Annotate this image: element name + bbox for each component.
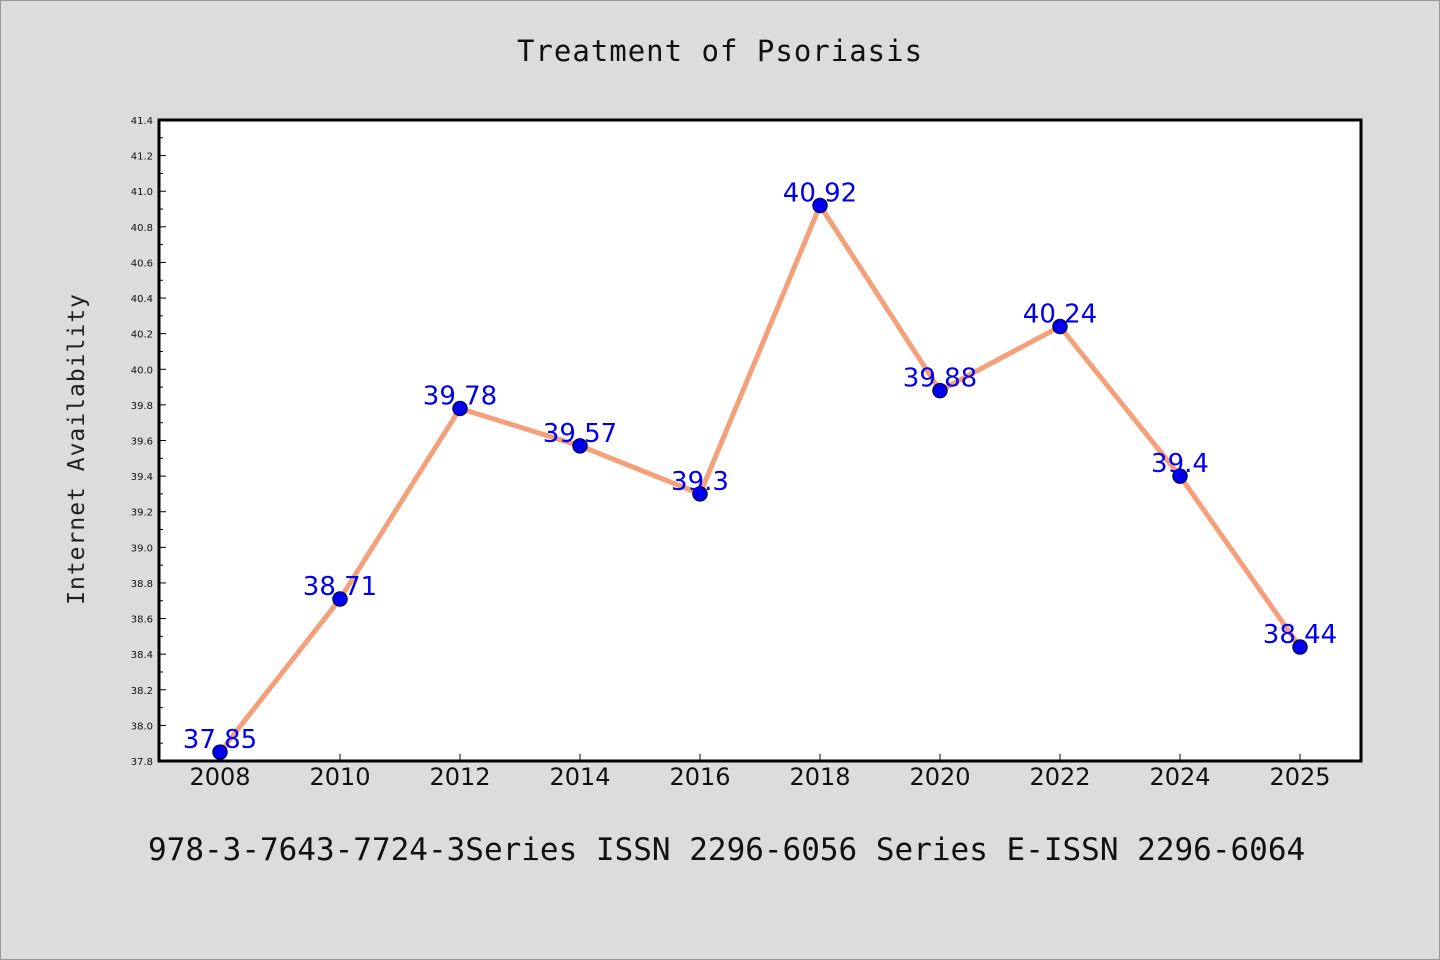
x-axis: 2008 2010 2012 2014 2016 2018 2020 2022 2024 2025 bbox=[189, 754, 1331, 791]
data-point bbox=[932, 382, 948, 399]
data-label: 39.57 bbox=[543, 419, 617, 449]
data-point bbox=[572, 438, 588, 454]
series-layer: 37.85 38.71 39.78 39.57 39.3 40.92 39.88 40.24 3… bbox=[183, 178, 1337, 760]
x-tick-label: 2014 bbox=[549, 763, 610, 791]
y-tick-label: 40.8 bbox=[131, 223, 153, 234]
data-label: 40.92 bbox=[783, 178, 857, 208]
y-tick-label: 37.8 bbox=[131, 757, 153, 768]
data-point bbox=[1292, 639, 1308, 655]
data-point bbox=[332, 591, 348, 607]
isbn-footer: 978-3-7643-7724-3Series ISSN 2296-6056 S… bbox=[148, 832, 1306, 868]
data-point bbox=[692, 486, 708, 502]
x-tick-label: 2012 bbox=[429, 763, 490, 791]
data-point bbox=[1172, 468, 1188, 484]
data-label: 39.3 bbox=[671, 467, 729, 497]
y-tick-label: 41.2 bbox=[131, 152, 153, 163]
data-label: 37.85 bbox=[183, 725, 257, 755]
x-tick-label: 2020 bbox=[909, 763, 970, 791]
x-tick-label: 2025 bbox=[1269, 763, 1330, 791]
data-point bbox=[212, 744, 228, 760]
y-tick-label: 38.0 bbox=[131, 721, 153, 732]
data-point bbox=[1052, 318, 1068, 335]
x-tick-label: 2024 bbox=[1149, 763, 1210, 791]
y-axis: 37.8 38.0 38.2 38.4 38.6 38.8 39.0 39.2 39.4 39.6… bbox=[131, 116, 166, 768]
y-axis-label: Internet Availability bbox=[64, 293, 90, 605]
y-tick-label: 39.0 bbox=[131, 543, 153, 554]
y-tick-label: 40.2 bbox=[131, 330, 153, 341]
data-label: 40.24 bbox=[1023, 300, 1097, 330]
data-point bbox=[812, 197, 828, 214]
x-tick-label: 2008 bbox=[189, 763, 250, 791]
y-tick-label: 39.2 bbox=[131, 508, 153, 519]
x-tick-label: 2022 bbox=[1029, 763, 1090, 791]
y-tick-label: 39.8 bbox=[131, 401, 153, 412]
data-label: 39.78 bbox=[423, 381, 497, 411]
y-tick-label: 40.4 bbox=[131, 294, 153, 305]
y-tick-label: 40.6 bbox=[131, 258, 153, 269]
x-tick-label: 2010 bbox=[309, 763, 370, 791]
data-label: 39.88 bbox=[903, 364, 977, 394]
data-label: 39.4 bbox=[1151, 449, 1209, 479]
y-tick-label: 38.6 bbox=[131, 615, 153, 626]
y-tick-label: 41.0 bbox=[131, 187, 153, 198]
y-tick-label: 38.2 bbox=[131, 686, 153, 697]
y-tick-label: 41.4 bbox=[131, 116, 153, 127]
y-tick-label: 39.4 bbox=[131, 472, 153, 483]
series-line bbox=[218, 202, 1303, 754]
y-tick-label: 39.6 bbox=[131, 437, 153, 448]
y-tick-label: 38.8 bbox=[131, 579, 153, 590]
plot-area bbox=[157, 118, 1363, 763]
y-tick-label: 38.4 bbox=[131, 650, 153, 661]
x-tick-label: 2018 bbox=[789, 763, 850, 791]
y-tick-label: 40.0 bbox=[131, 365, 153, 376]
data-point bbox=[452, 400, 468, 417]
chart-title: Treatment of Psoriasis bbox=[516, 34, 924, 68]
data-label: 38.71 bbox=[303, 572, 377, 602]
x-tick-label: 2016 bbox=[669, 763, 730, 791]
data-label: 38.44 bbox=[1263, 620, 1337, 650]
